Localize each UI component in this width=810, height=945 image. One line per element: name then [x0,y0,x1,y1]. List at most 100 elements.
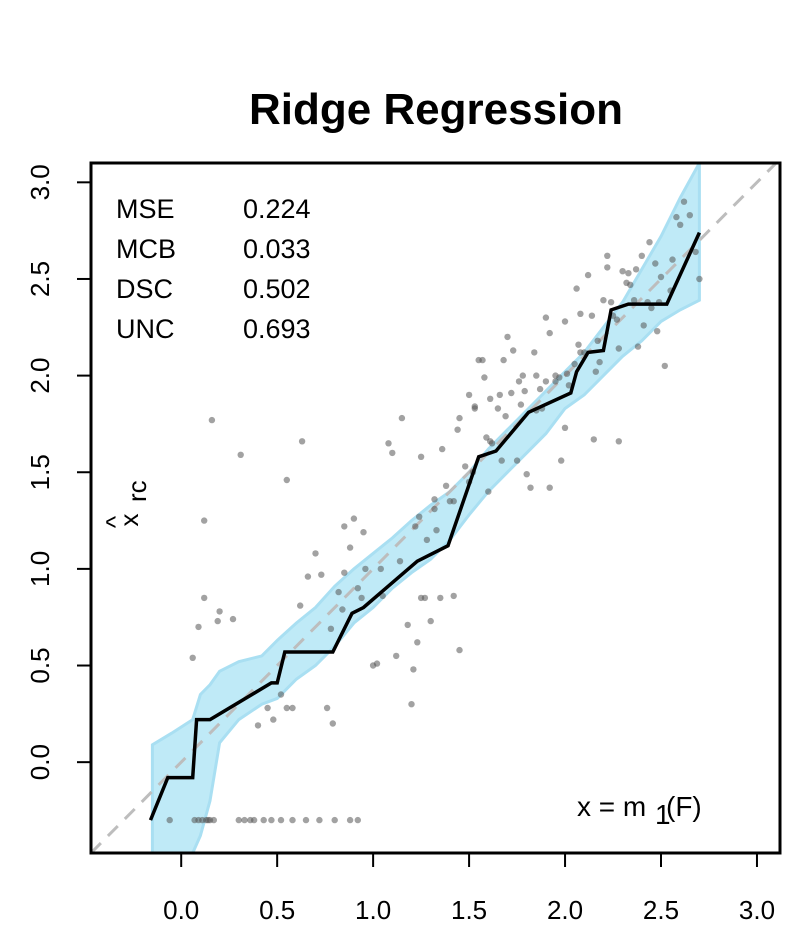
y-tick-label: 3.0 [25,164,55,200]
scatter-point [571,360,578,368]
scatter-point [393,652,400,660]
scatter-point [416,513,423,520]
scatter-point [696,275,703,283]
scatter-point [456,414,463,422]
scatter-point [339,606,346,613]
scatter-point [652,260,659,267]
scatter-point [504,333,511,341]
scatter-point [283,704,290,712]
scatter-point [648,304,655,312]
annotation-lhs: x = m [577,791,646,822]
scatter-point [377,565,384,573]
scatter-point [686,212,693,219]
scatter-point [654,328,661,335]
scatter-point [456,646,463,654]
scatter-point [513,457,521,464]
scatter-point [638,252,645,259]
scatter-point [600,297,607,304]
scatter-point [389,449,396,457]
scatter-point [533,372,540,379]
scatter-point [640,322,647,329]
scatter-point [341,523,348,530]
scatter-point [189,654,196,661]
scatter-point [414,639,421,646]
scatter-point [316,816,323,824]
scatter-point [517,401,525,408]
stat-value-mse: 0.224 [243,194,311,224]
scatter-point [360,529,367,536]
scatter-point [346,544,354,551]
scatter-point [531,349,538,356]
x-tick-label: 3.0 [739,895,775,925]
scatter-point [479,356,486,364]
scatter-point [565,382,573,389]
scatter-point [454,426,461,433]
scatter-point [283,476,290,484]
y-axis-label-main: x [114,514,144,527]
scatter-point [594,337,601,344]
scatter-point [427,617,434,625]
scatter-point [619,268,626,275]
x-tick-label: 1.5 [451,895,487,925]
stat-name-mcb: MCB [116,234,176,264]
scatter-point [508,389,515,397]
scatter-point [498,457,505,464]
scatter-point [450,498,457,505]
scatter-point [201,594,208,602]
scatter-point [304,573,312,580]
scatter-point [494,405,502,412]
scatter-point [462,463,469,470]
y-tick-label: 0.5 [25,647,55,683]
x-tick-label: 1.0 [355,895,391,925]
annotation-rhs: (F) [666,791,702,822]
x-axis: 0.0 0.5 1.0 1.5 2.0 2.5 3.0 [163,853,775,925]
scatter-point [329,720,336,727]
scatter-point [195,623,202,631]
scatter-point [546,329,553,337]
scatter-point [523,471,530,478]
scatter-point [634,343,642,350]
scatter-point [358,594,365,602]
scatter-point [289,816,296,824]
scatter-point [661,362,668,370]
scatter-point [625,270,632,277]
scatter-point [362,565,369,573]
x-tick-label: 0.5 [259,895,295,925]
scatter-point [485,488,492,495]
scatter-point [373,660,381,667]
scatter-point [237,451,244,458]
scatter-point [604,264,611,271]
scatter-point [298,438,306,445]
scatter-point [590,436,597,443]
scatter-point [318,571,325,578]
scatter-point [573,285,580,292]
scatter-point [615,438,622,445]
consistency-band [150,163,701,853]
scatter-point [250,816,258,824]
scatter-point [692,248,699,256]
scatter-point [536,385,544,393]
scatter-point [577,310,584,317]
scatter-point [210,816,217,824]
scatter-point [673,213,680,221]
scatter-point [615,345,622,352]
scatter-point [527,484,534,491]
y-tick-label: 1.0 [25,551,55,587]
consistency-band-layer [150,163,701,853]
scatter-point [556,374,563,381]
scatter-point [297,602,304,609]
scatter-point [327,625,335,632]
scatter-point [500,356,507,364]
scatter-point [680,198,688,205]
scatter-point [335,588,342,596]
scatter-point [487,395,494,402]
x-tick-label: 2.0 [547,895,583,925]
y-tick-label: 2.5 [25,261,55,297]
y-axis-label-hat: ^ [100,515,130,528]
scatter-point [396,558,404,565]
scatter-point [521,387,528,395]
scatter-point [604,252,611,259]
scatter-point [561,318,569,325]
scatter-point [483,434,490,441]
